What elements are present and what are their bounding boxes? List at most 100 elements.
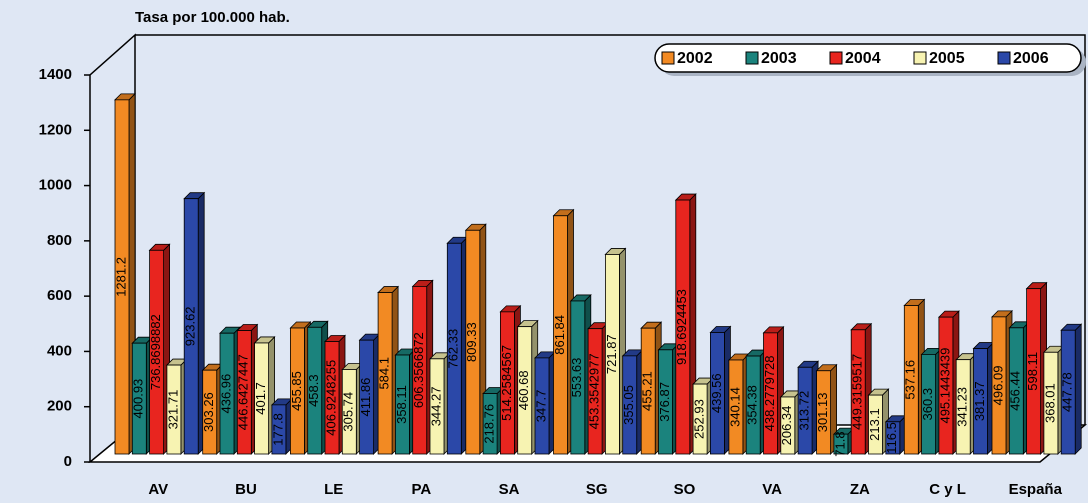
bar: [412, 285, 428, 455]
bar: [570, 300, 586, 455]
bar: [640, 327, 656, 455]
bar: [745, 355, 761, 455]
data-label: 553.63: [569, 358, 584, 398]
bar: [517, 326, 533, 455]
back-wall: [135, 34, 1086, 425]
bar: [1026, 288, 1041, 455]
data-label: 455.85: [289, 371, 304, 411]
bar: [816, 370, 831, 455]
bar: [710, 332, 725, 455]
bar: [692, 383, 708, 455]
data-label: 495.1443439: [937, 348, 952, 424]
data-label: 116.5: [884, 422, 899, 454]
data-label: 606.3566872: [411, 332, 426, 408]
data-label: 301.13: [815, 392, 830, 432]
bar: [675, 199, 691, 455]
bar: [254, 342, 270, 455]
data-label: 456.44: [1008, 371, 1023, 411]
data-label: 344.27: [428, 387, 443, 427]
bar: [166, 364, 182, 455]
data-label: 598.11: [1025, 352, 1040, 391]
bar: [499, 311, 515, 455]
bar: [780, 396, 796, 455]
bar: [938, 316, 954, 455]
data-label: 71.8: [832, 431, 847, 456]
data-label: 355.05: [621, 385, 636, 425]
bar: [903, 305, 919, 455]
legend-swatch: [745, 51, 759, 65]
bar: [833, 433, 849, 455]
data-label: 340.14: [727, 387, 742, 427]
y-tick-label: 600: [47, 287, 72, 304]
data-label: 376.87: [657, 382, 672, 422]
x-tick-label: SG: [586, 481, 608, 498]
bar: [728, 359, 744, 455]
legend-swatch: [829, 51, 843, 65]
bar: [341, 369, 357, 455]
legend-label: 2003: [761, 50, 797, 67]
data-label: 360.3: [920, 388, 935, 421]
data-label: 460.68: [516, 370, 531, 410]
x-tick-label: VA: [762, 481, 782, 498]
data-label: 584.1: [377, 357, 392, 390]
data-label: 436.96: [218, 374, 233, 414]
bar: [1060, 329, 1076, 455]
data-label: 447.78: [1060, 372, 1075, 412]
bar: [553, 215, 568, 455]
data-label: 458.3: [306, 374, 321, 407]
bar: [131, 342, 147, 455]
data-label: 313.72: [797, 391, 812, 431]
data-label: 368.01: [1042, 383, 1057, 423]
x-tick-label: SO: [674, 481, 696, 498]
y-tick-label: 0: [64, 453, 72, 470]
x-tick-label: PA: [411, 481, 431, 498]
x-tick-label: LE: [324, 481, 343, 498]
data-label: 321.71: [165, 390, 180, 430]
x-tick-label: BU: [235, 481, 257, 498]
data-label: 449.3159517: [850, 354, 865, 430]
y-tick-label: 400: [47, 342, 72, 359]
legend-swatch: [661, 51, 675, 65]
bar: [324, 341, 340, 455]
data-label: 861.84: [552, 315, 567, 355]
legend-swatch: [913, 51, 927, 65]
data-label: 446.6427447: [236, 354, 251, 430]
data-label: 400.93: [131, 379, 146, 419]
x-tick-label: SA: [499, 481, 520, 498]
bar: [991, 316, 1007, 455]
bar-side: [1074, 323, 1082, 455]
bar: [271, 404, 287, 455]
bar: [202, 369, 218, 455]
x-tick-label: AV: [148, 481, 168, 498]
bar: [587, 328, 603, 455]
bar: [307, 326, 323, 455]
bar: [534, 357, 550, 455]
y-tick-label: 1400: [39, 66, 72, 83]
bar: [219, 332, 235, 455]
data-label: 1281.2: [113, 257, 128, 297]
data-label: 252.93: [692, 399, 707, 439]
legend-label: 2006: [1013, 50, 1049, 67]
bar: [921, 354, 936, 455]
bar: [955, 359, 971, 455]
y-tick-label: 200: [47, 398, 72, 415]
bar: [622, 355, 638, 455]
data-label: 438.2779728: [762, 355, 777, 431]
data-label: 381.37: [972, 381, 987, 421]
data-label: 218.76: [482, 404, 497, 444]
bar: [236, 330, 252, 455]
legend-label: 2005: [929, 50, 965, 67]
bar: [658, 349, 673, 455]
data-label: 303.26: [201, 392, 216, 432]
data-label: 918.6924453: [674, 289, 689, 365]
data-label: 496.09: [990, 366, 1005, 406]
data-label: 537.16: [903, 360, 918, 400]
bar: [183, 198, 199, 455]
data-label: 736.8698882: [148, 314, 163, 390]
y-tick-label: 800: [47, 232, 72, 249]
data-label: 401.7: [253, 382, 268, 415]
y-tick-label: 1200: [39, 121, 72, 138]
bar: [377, 292, 393, 455]
legend-label: 2004: [845, 50, 881, 67]
